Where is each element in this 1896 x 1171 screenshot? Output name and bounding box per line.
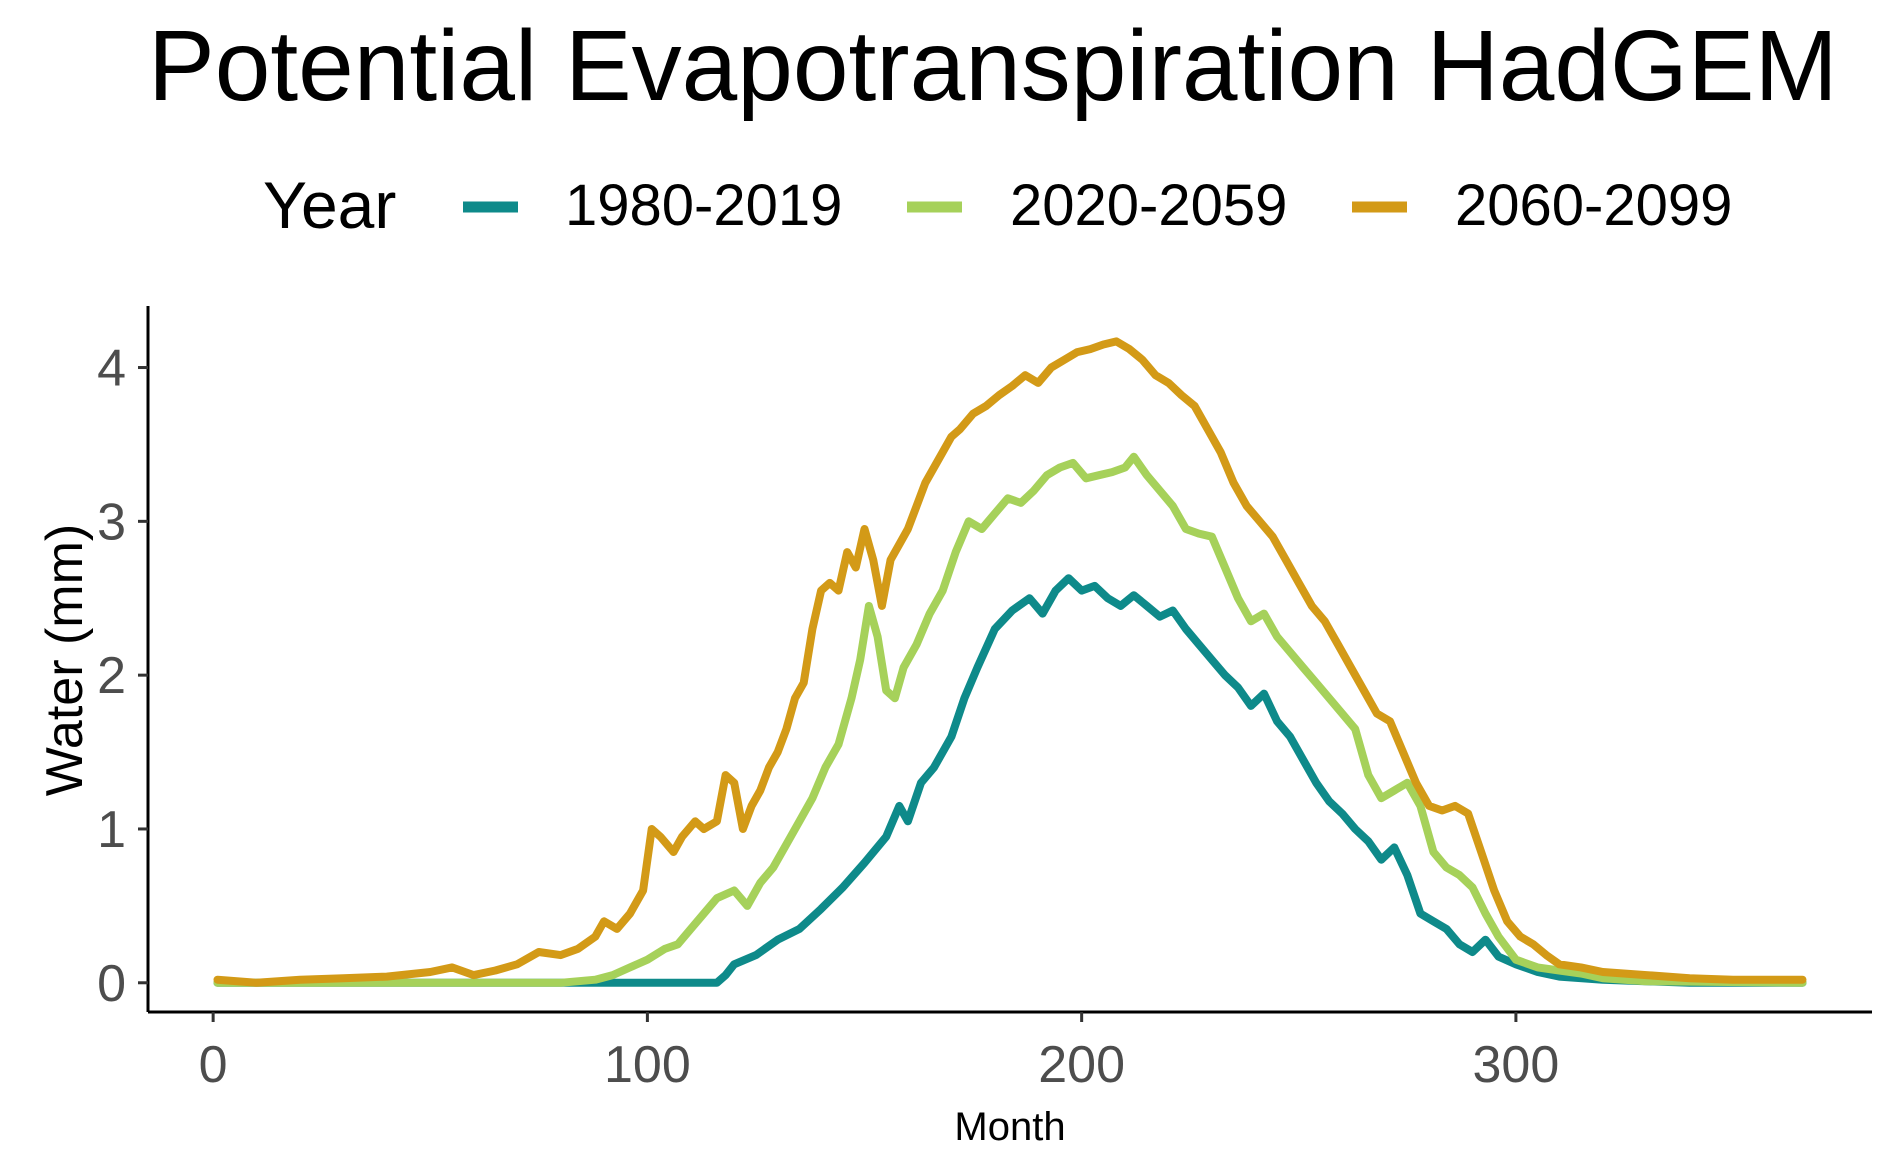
- y-tick-label: 0: [97, 955, 126, 1013]
- y-tick-label: 4: [97, 340, 126, 398]
- chart-title: Potential Evapotranspiration HadGEM: [148, 10, 1838, 122]
- x-tick-label: 100: [604, 1036, 691, 1094]
- series-group: [213, 337, 1807, 987]
- legend: Year 1980-2019 2020-2059 2060-2099: [263, 168, 1732, 242]
- x-axis-ticks: 0 100 200 300: [199, 1012, 1560, 1094]
- series-line-2060-2099: [213, 337, 1807, 987]
- y-axis-ticks: 0 1 2 3 4: [97, 340, 148, 1013]
- legend-label-2020-2059: 2020-2059: [1010, 173, 1287, 238]
- series-line-1980-2019: [213, 574, 1807, 987]
- y-tick-label: 1: [97, 801, 126, 859]
- series-line-2020-2059: [213, 452, 1807, 987]
- y-tick-label: 2: [97, 647, 126, 705]
- x-tick-label: 0: [199, 1036, 228, 1094]
- y-tick-label: 3: [97, 493, 126, 551]
- x-tick-label: 300: [1473, 1036, 1560, 1094]
- legend-title: Year: [263, 168, 396, 242]
- x-axis-title: Month: [954, 1105, 1065, 1149]
- legend-label-1980-2019: 1980-2019: [565, 173, 842, 238]
- y-axis-title: Water (mm): [36, 524, 94, 796]
- x-tick-label: 200: [1038, 1036, 1125, 1094]
- legend-label-2060-2099: 2060-2099: [1455, 173, 1732, 238]
